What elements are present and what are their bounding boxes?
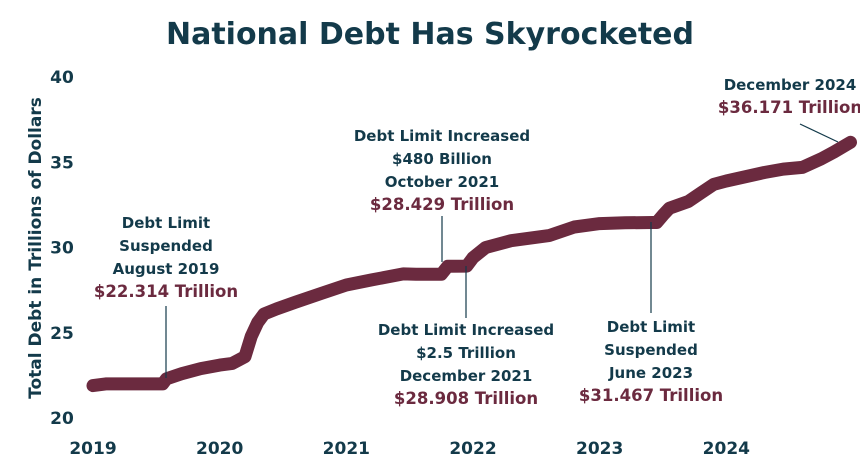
annotation: Debt Limit Suspended June 2023 $31.467 Tril…: [579, 222, 723, 405]
annotation-text: $480 Billion: [392, 150, 492, 168]
x-tick-label: 2023: [576, 439, 623, 459]
annotation-value: $28.429 Trillion: [370, 195, 514, 214]
y-tick-label: 35: [50, 153, 74, 173]
annotation-text: October 2021: [385, 173, 499, 191]
chart-title: National Debt Has Skyrocketed: [166, 17, 694, 52]
annotation-text: December 2021: [400, 367, 533, 385]
x-tick-label: 2020: [196, 439, 243, 459]
y-tick-label: 25: [50, 324, 74, 344]
annotation-text: Debt Limit Increased: [378, 321, 554, 339]
annotation: Debt Limit Increased $480 Billion October …: [354, 127, 530, 262]
annotation-value: $31.467 Trillion: [579, 386, 723, 405]
annotation-text: Debt Limit Increased: [354, 127, 530, 145]
annotation: Debt Limit Suspended August 2019 $22.314 Tr…: [94, 214, 238, 378]
annotation-leader-line: [799, 123, 839, 143]
annotation-text: Suspended: [604, 341, 698, 359]
y-tick-label: 20: [50, 409, 74, 429]
annotation-value: $28.908 Trillion: [394, 389, 538, 408]
annotation: December 2024 $36.171 Trillion: [718, 76, 860, 143]
x-tick-label: 2024: [703, 439, 750, 459]
annotation-text: Debt Limit: [122, 214, 210, 232]
annotation-text: Suspended: [119, 237, 213, 255]
y-axis-ticks: 20 25 30 35 40: [50, 68, 74, 429]
x-tick-label: 2021: [323, 439, 370, 459]
annotation-text: $2.5 Trillion: [416, 344, 516, 362]
y-axis-label: Total Debt in Trillions of Dollars: [26, 97, 46, 399]
annotation-value: $36.171 Trillion: [718, 98, 860, 117]
x-tick-label: 2022: [449, 439, 496, 459]
annotation-text: August 2019: [113, 260, 220, 278]
x-axis-ticks: 2019 2020 2021 2022 2023 2024: [69, 439, 750, 459]
annotation-text: Debt Limit: [607, 318, 695, 336]
annotation: Debt Limit Increased $2.5 Trillion Decembe…: [378, 266, 554, 408]
series-line-debt: [86, 135, 857, 393]
annotation-layer: Debt Limit Suspended August 2019 $22.314 Tr…: [94, 76, 860, 408]
annotation-value: $22.314 Trillion: [94, 282, 238, 301]
annotation-text: December 2024: [724, 76, 857, 94]
annotation-text: June 2023: [608, 364, 693, 382]
x-tick-label: 2019: [69, 439, 116, 459]
series-layer: [86, 135, 857, 393]
y-tick-label: 30: [50, 239, 74, 259]
y-tick-label: 40: [50, 68, 74, 88]
